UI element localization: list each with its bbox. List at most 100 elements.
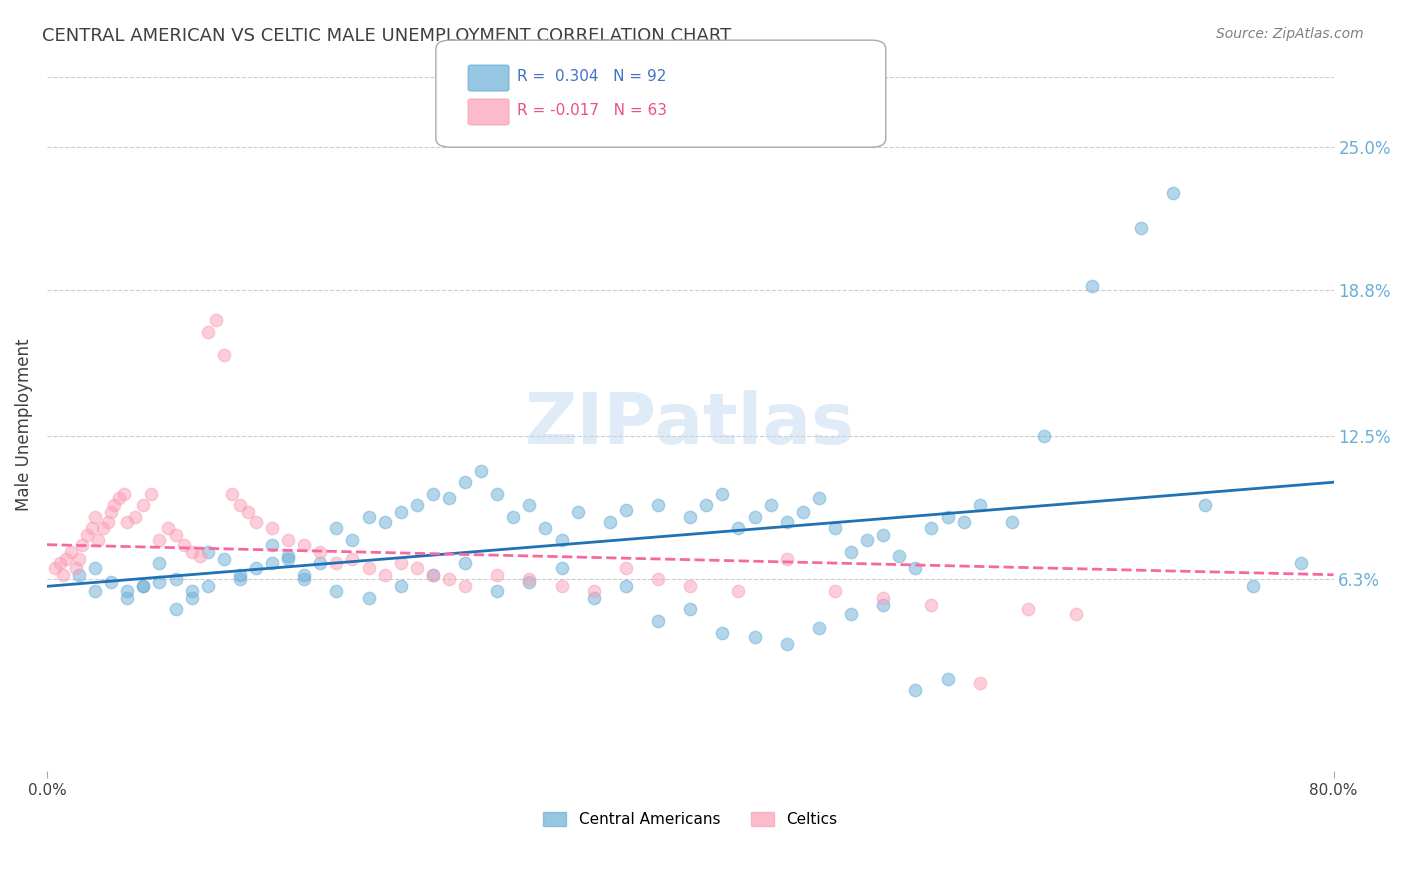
Central Americans [727, 521, 749, 535]
Central Americans [567, 505, 589, 519]
Legend: Central Americans, Celtics: Central Americans, Celtics [537, 805, 844, 833]
Celtics [245, 515, 267, 529]
Central Americans [711, 487, 734, 501]
Central Americans [792, 505, 814, 519]
Y-axis label: Male Unemployment: Male Unemployment [15, 338, 32, 510]
Celtics [156, 521, 179, 535]
Text: Source: ZipAtlas.com: Source: ZipAtlas.com [1216, 27, 1364, 41]
Celtics [325, 556, 347, 570]
Central Americans [132, 579, 155, 593]
Central Americans [695, 499, 717, 513]
Celtics [260, 521, 283, 535]
Celtics [84, 510, 107, 524]
Celtics [76, 528, 98, 542]
Central Americans [277, 549, 299, 564]
Central Americans [229, 567, 252, 582]
Central Americans [872, 528, 894, 542]
Central Americans [389, 579, 412, 593]
Celtics [87, 533, 110, 547]
Celtics [1064, 607, 1087, 621]
Central Americans [100, 574, 122, 589]
Central Americans [486, 583, 509, 598]
Central Americans [325, 583, 347, 598]
Celtics [112, 487, 135, 501]
Celtics [614, 561, 637, 575]
Central Americans [84, 561, 107, 575]
Celtics [148, 533, 170, 547]
Celtics [342, 551, 364, 566]
Celtics [124, 510, 146, 524]
Central Americans [325, 521, 347, 535]
Celtics [97, 515, 120, 529]
Central Americans [132, 579, 155, 593]
Central Americans [582, 591, 605, 605]
Central Americans [1241, 579, 1264, 593]
Central Americans [1033, 429, 1056, 443]
Text: R = -0.017   N = 63: R = -0.017 N = 63 [517, 103, 668, 118]
Central Americans [1001, 515, 1024, 529]
Celtics [197, 325, 219, 339]
Central Americans [180, 591, 202, 605]
Celtics [309, 544, 332, 558]
Central Americans [1291, 556, 1313, 570]
Central Americans [197, 579, 219, 593]
Central Americans [679, 510, 702, 524]
Central Americans [405, 499, 427, 513]
Central Americans [519, 574, 541, 589]
Celtics [100, 505, 122, 519]
Central Americans [614, 503, 637, 517]
Celtics [221, 487, 243, 501]
Celtics [969, 676, 991, 690]
Central Americans [647, 614, 669, 628]
Central Americans [292, 567, 315, 582]
Celtics [229, 499, 252, 513]
Celtics [292, 538, 315, 552]
Central Americans [422, 567, 444, 582]
Central Americans [212, 551, 235, 566]
Central Americans [744, 510, 766, 524]
Celtics [236, 505, 259, 519]
Central Americans [470, 464, 492, 478]
Central Americans [148, 574, 170, 589]
Celtics [52, 567, 75, 582]
Celtics [173, 538, 195, 552]
Central Americans [454, 475, 477, 490]
Central Americans [807, 621, 830, 635]
Celtics [582, 583, 605, 598]
Central Americans [599, 515, 621, 529]
Celtics [727, 583, 749, 598]
Central Americans [952, 515, 974, 529]
Central Americans [357, 591, 380, 605]
Celtics [422, 567, 444, 582]
Celtics [72, 538, 94, 552]
Central Americans [824, 521, 846, 535]
Text: R =  0.304   N = 92: R = 0.304 N = 92 [517, 70, 666, 84]
Celtics [920, 598, 942, 612]
Central Americans [437, 491, 460, 506]
Central Americans [502, 510, 524, 524]
Celtics [1017, 602, 1039, 616]
Central Americans [180, 583, 202, 598]
Central Americans [165, 602, 187, 616]
Central Americans [920, 521, 942, 535]
Celtics [91, 521, 114, 535]
Central Americans [711, 625, 734, 640]
Central Americans [260, 538, 283, 552]
Central Americans [776, 637, 799, 651]
Celtics [776, 551, 799, 566]
Celtics [204, 313, 226, 327]
Central Americans [1194, 499, 1216, 513]
Central Americans [679, 602, 702, 616]
Central Americans [969, 499, 991, 513]
Central Americans [374, 515, 396, 529]
Celtics [872, 591, 894, 605]
Central Americans [422, 487, 444, 501]
Central Americans [936, 672, 959, 686]
Central Americans [904, 683, 927, 698]
Central Americans [889, 549, 911, 564]
Central Americans [1129, 220, 1152, 235]
Celtics [437, 573, 460, 587]
Text: ZIPatlas: ZIPatlas [524, 390, 855, 458]
Celtics [108, 491, 131, 506]
Celtics [44, 561, 66, 575]
